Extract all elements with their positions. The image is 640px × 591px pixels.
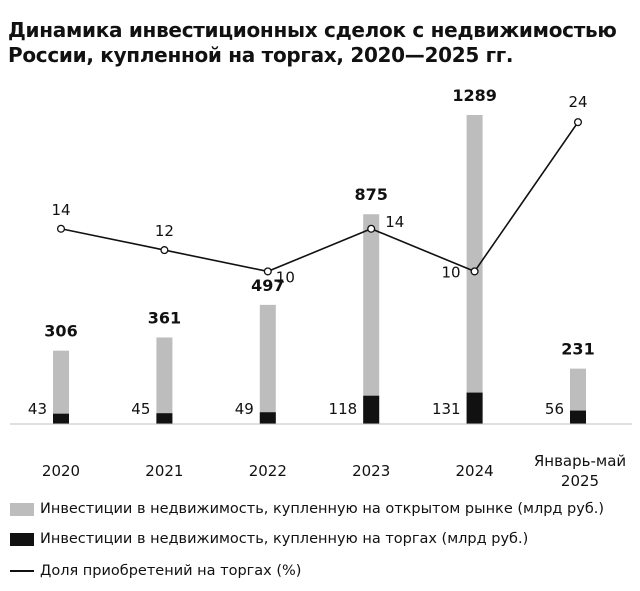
legend-item-open-market: Инвестиции в недвижимость, купленную на … [10,497,630,521]
bar-open-market [363,214,380,424]
label-auction: 56 [545,400,564,418]
label-share: 10 [442,263,461,281]
share-point [160,246,169,255]
label-open-market: 231 [561,340,594,359]
bar-open-market [570,368,586,424]
bar-auction [466,392,483,424]
label-open-market: 497 [251,276,284,295]
legend-item-auction: Инвестиции в недвижимость, купленную на … [10,527,630,551]
label-share: 14 [385,213,404,231]
bar-auction [363,395,380,424]
x-tick-label: 2021 [145,462,183,480]
label-open-market: 1289 [452,86,497,105]
bar-auction [156,413,173,424]
label-auction: 118 [329,400,358,418]
bar-auction [259,412,276,424]
share-point [263,267,272,276]
label-auction: 49 [235,400,254,418]
share-line-series [56,118,583,276]
x-tick-label: 2022 [249,462,287,480]
x-tick-labels: 2020 2021 2022 2023 2024 Январь-май 2025 [42,452,626,490]
legend-label-auction: Инвестиции в недвижимость, купленную на … [40,531,529,547]
open-market-bars [53,115,586,424]
bar-open-market [259,304,276,424]
chart-title: Динамика инвестиционных сделок с недвижи… [8,18,617,67]
label-open-market: 306 [44,322,77,341]
bar-open-market [156,337,173,424]
legend-swatch-line [10,570,34,572]
legend-swatch-black [10,532,34,546]
share-point [367,224,376,233]
share-point [573,118,583,127]
x-tick-label: 2024 [456,462,494,480]
x-tick-label: 2020 [42,462,80,480]
share-point [56,224,66,233]
bar-open-market [53,350,69,424]
share-line [60,121,579,273]
label-share: 12 [155,222,174,240]
label-share: 10 [276,268,295,286]
bar-auction [570,410,586,424]
bar-auction [53,413,69,424]
label-auction: 131 [432,400,461,418]
label-auction: 45 [131,400,150,418]
legend-swatch-gray [10,502,34,516]
x-tick-label: Январь-май 2025 [534,452,626,490]
label-open-market: 875 [354,185,387,204]
label-auction: 43 [28,400,47,418]
auction-bars [53,392,586,424]
label-share: 14 [51,201,70,219]
legend-label-open-market: Инвестиции в недвижимость, купленную на … [40,501,605,517]
label-open-market: 361 [148,308,181,327]
x-tick-label: 2023 [352,462,390,480]
legend-item-share: Доля приобретений на торгах (%) [10,559,630,583]
share-point [470,267,479,276]
data-labels: 306 361 497 875 1289 231 43 45 49 118 131 56 14 12 10 1… [28,86,595,418]
legend-label-share: Доля приобретений на торгах (%) [40,563,302,579]
label-share: 24 [568,93,587,111]
